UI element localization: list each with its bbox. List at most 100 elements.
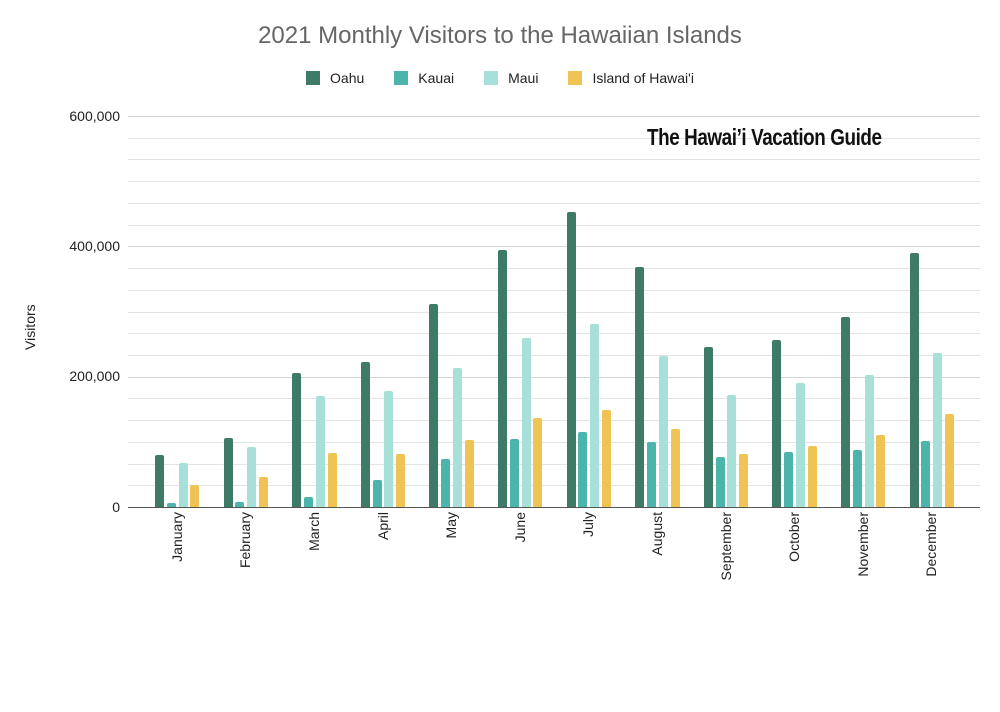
x-tick-label: February bbox=[237, 512, 254, 569]
legend-swatch-icon bbox=[568, 71, 583, 85]
legend-item-oahu[interactable]: Oahu bbox=[306, 70, 364, 86]
bar-island-of-hawai-i-february[interactable] bbox=[259, 477, 268, 507]
bar-maui-august[interactable] bbox=[659, 356, 668, 507]
gridline bbox=[128, 485, 980, 486]
bar-oahu-june[interactable] bbox=[498, 250, 507, 507]
chart-legend: Oahu Kauai Maui Island of Hawai'i bbox=[0, 70, 1000, 86]
x-tick-label: April bbox=[374, 512, 391, 541]
chart-title: 2021 Monthly Visitors to the Hawaiian Is… bbox=[258, 22, 742, 49]
bar-island-of-hawai-i-october[interactable] bbox=[808, 446, 817, 507]
legend-label: Island of Hawai'i bbox=[592, 70, 694, 86]
x-tick-label: January bbox=[168, 512, 185, 562]
bar-maui-march[interactable] bbox=[316, 396, 325, 507]
bar-maui-february[interactable] bbox=[247, 447, 256, 507]
gridline bbox=[128, 312, 980, 313]
bar-island-of-hawai-i-march[interactable] bbox=[328, 453, 337, 507]
bar-island-of-hawai-i-july[interactable] bbox=[602, 410, 611, 507]
bar-island-of-hawai-i-november[interactable] bbox=[876, 435, 885, 507]
bar-maui-june[interactable] bbox=[522, 338, 531, 507]
bar-island-of-hawai-i-december[interactable] bbox=[945, 414, 954, 507]
bar-kauai-january[interactable] bbox=[167, 503, 176, 507]
bar-island-of-hawai-i-april[interactable] bbox=[396, 454, 405, 507]
bar-island-of-hawai-i-june[interactable] bbox=[533, 418, 542, 507]
bar-kauai-october[interactable] bbox=[784, 452, 793, 507]
y-tick-label: 400,000 bbox=[69, 238, 120, 254]
x-tick-label: May bbox=[443, 512, 460, 539]
y-tick-label: 200,000 bbox=[69, 368, 120, 384]
bar-oahu-july[interactable] bbox=[567, 212, 576, 507]
bar-oahu-august[interactable] bbox=[635, 267, 644, 507]
y-tick-label: 0 bbox=[112, 499, 120, 515]
gridline bbox=[128, 181, 980, 182]
bar-oahu-december[interactable] bbox=[910, 253, 919, 507]
bar-oahu-february[interactable] bbox=[224, 438, 233, 507]
bar-maui-december[interactable] bbox=[933, 353, 942, 507]
bar-kauai-december[interactable] bbox=[921, 441, 930, 507]
gridline bbox=[128, 464, 980, 465]
bar-oahu-october[interactable] bbox=[772, 340, 781, 507]
bar-kauai-may[interactable] bbox=[441, 459, 450, 507]
y-tick-label: 600,000 bbox=[69, 108, 120, 124]
x-tick-label: November bbox=[854, 512, 871, 577]
x-tick-label: March bbox=[305, 512, 322, 551]
bar-oahu-march[interactable] bbox=[292, 373, 301, 507]
bar-maui-july[interactable] bbox=[590, 324, 599, 507]
bar-oahu-april[interactable] bbox=[361, 362, 370, 507]
x-tick-label: September bbox=[717, 512, 734, 581]
bar-oahu-may[interactable] bbox=[429, 304, 438, 507]
bar-maui-october[interactable] bbox=[796, 383, 805, 507]
bar-island-of-hawai-i-september[interactable] bbox=[739, 454, 748, 507]
bar-island-of-hawai-i-january[interactable] bbox=[190, 485, 199, 507]
gridline bbox=[128, 203, 980, 204]
x-tick-label: June bbox=[511, 512, 528, 543]
plot-area: Visitors 600,000 400,000 200,000 0 Janua… bbox=[22, 108, 980, 580]
gridline bbox=[128, 290, 980, 291]
x-tick-label: August bbox=[648, 512, 665, 556]
bar-kauai-june[interactable] bbox=[510, 439, 519, 507]
bar-kauai-november[interactable] bbox=[853, 450, 862, 507]
x-axis-line bbox=[128, 507, 980, 508]
x-tick-label: December bbox=[923, 512, 940, 577]
bar-maui-april[interactable] bbox=[384, 391, 393, 507]
bar-maui-september[interactable] bbox=[727, 395, 736, 507]
x-tick-label: July bbox=[580, 512, 597, 537]
bar-kauai-july[interactable] bbox=[578, 432, 587, 507]
gridline bbox=[128, 377, 980, 378]
watermark-text: The Hawai’i Vacation Guide bbox=[647, 124, 882, 150]
gridline bbox=[128, 138, 980, 139]
gridline bbox=[128, 116, 980, 117]
bar-oahu-september[interactable] bbox=[704, 347, 713, 507]
legend-swatch-icon bbox=[484, 71, 499, 85]
legend-swatch-icon bbox=[306, 71, 321, 85]
gridline bbox=[128, 355, 980, 356]
gridline bbox=[128, 442, 980, 443]
bar-kauai-august[interactable] bbox=[647, 442, 656, 507]
bar-island-of-hawai-i-may[interactable] bbox=[465, 440, 474, 507]
bar-maui-november[interactable] bbox=[865, 375, 874, 507]
bar-kauai-april[interactable] bbox=[373, 480, 382, 507]
bar-kauai-september[interactable] bbox=[716, 457, 725, 507]
legend-item-maui[interactable]: Maui bbox=[484, 70, 538, 86]
gridline bbox=[128, 246, 980, 247]
legend-item-hawaii[interactable]: Island of Hawai'i bbox=[568, 70, 694, 86]
legend-swatch-icon bbox=[394, 71, 409, 85]
gridline bbox=[128, 398, 980, 399]
gridline bbox=[128, 420, 980, 421]
bar-oahu-january[interactable] bbox=[155, 455, 164, 507]
legend-item-kauai[interactable]: Kauai bbox=[394, 70, 454, 86]
legend-label: Oahu bbox=[330, 70, 365, 86]
bar-maui-january[interactable] bbox=[179, 463, 188, 507]
bar-kauai-march[interactable] bbox=[304, 497, 313, 507]
gridline bbox=[128, 333, 980, 334]
gridline bbox=[128, 268, 980, 269]
bar-oahu-november[interactable] bbox=[841, 317, 850, 507]
x-tick-label: October bbox=[786, 512, 803, 562]
gridline bbox=[128, 225, 980, 226]
y-axis-label: Visitors bbox=[22, 304, 38, 350]
legend-label: Kauai bbox=[418, 70, 455, 86]
bar-island-of-hawai-i-august[interactable] bbox=[671, 429, 680, 507]
bar-maui-may[interactable] bbox=[453, 368, 462, 507]
legend-label: Maui bbox=[508, 70, 539, 86]
bar-kauai-february[interactable] bbox=[235, 502, 244, 507]
gridline bbox=[128, 159, 980, 160]
